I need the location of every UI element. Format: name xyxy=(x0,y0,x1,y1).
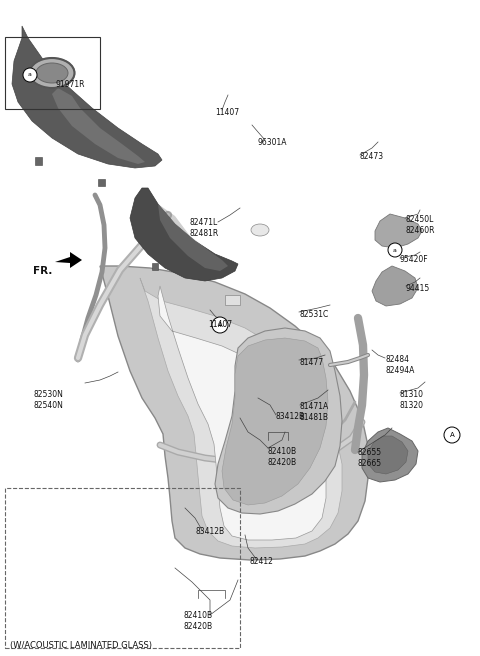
Text: 82412: 82412 xyxy=(250,557,274,566)
Polygon shape xyxy=(152,263,158,270)
Text: a: a xyxy=(393,247,397,253)
Text: 82484
82494A: 82484 82494A xyxy=(385,355,414,375)
Text: (W/ACOUSTIC LAMINATED GLASS): (W/ACOUSTIC LAMINATED GLASS) xyxy=(10,641,152,650)
Ellipse shape xyxy=(36,63,68,83)
Polygon shape xyxy=(368,436,408,474)
Polygon shape xyxy=(98,179,105,186)
Polygon shape xyxy=(372,266,418,306)
Polygon shape xyxy=(215,328,342,514)
Circle shape xyxy=(444,427,460,443)
Polygon shape xyxy=(158,204,228,271)
Polygon shape xyxy=(100,266,368,560)
Circle shape xyxy=(212,317,228,333)
Text: FR.: FR. xyxy=(33,266,52,276)
Text: 11407: 11407 xyxy=(215,108,239,117)
Text: 91971R: 91971R xyxy=(55,80,84,89)
Text: 82410B
82420B: 82410B 82420B xyxy=(268,447,297,467)
Bar xyxy=(5,488,240,648)
Text: 83412B: 83412B xyxy=(195,527,224,536)
Bar xyxy=(5,37,100,109)
Text: 82655
82665: 82655 82665 xyxy=(358,448,382,468)
Text: 83412B: 83412B xyxy=(276,412,305,421)
Text: 95420F: 95420F xyxy=(400,255,429,264)
Text: 82530N
82540N: 82530N 82540N xyxy=(34,390,64,410)
Text: 11407: 11407 xyxy=(208,320,232,329)
Text: 82471L
82481R: 82471L 82481R xyxy=(190,218,219,238)
Polygon shape xyxy=(130,188,238,281)
Polygon shape xyxy=(375,214,422,248)
Polygon shape xyxy=(362,428,418,482)
Text: 81310
81320: 81310 81320 xyxy=(400,390,424,410)
Ellipse shape xyxy=(251,224,269,236)
Text: A: A xyxy=(217,322,222,328)
Text: 81471A
81481B: 81471A 81481B xyxy=(300,402,329,422)
Text: 82450L
82460R: 82450L 82460R xyxy=(405,215,434,235)
Text: 82410B
82420B: 82410B 82420B xyxy=(183,611,212,631)
Text: 81477: 81477 xyxy=(299,358,323,367)
Polygon shape xyxy=(12,26,162,168)
Ellipse shape xyxy=(29,58,74,88)
Polygon shape xyxy=(52,88,145,164)
Circle shape xyxy=(23,68,37,82)
Text: 82531C: 82531C xyxy=(299,310,328,319)
Circle shape xyxy=(388,243,402,257)
Polygon shape xyxy=(140,278,342,548)
Polygon shape xyxy=(158,286,326,540)
Text: 96301A: 96301A xyxy=(257,138,287,147)
Text: A: A xyxy=(450,432,455,438)
Text: 82473: 82473 xyxy=(360,152,384,161)
Text: a: a xyxy=(28,73,32,77)
Text: 94415: 94415 xyxy=(406,284,430,293)
Polygon shape xyxy=(222,338,328,505)
Polygon shape xyxy=(55,252,82,268)
Bar xyxy=(225,295,240,305)
Polygon shape xyxy=(35,157,42,165)
